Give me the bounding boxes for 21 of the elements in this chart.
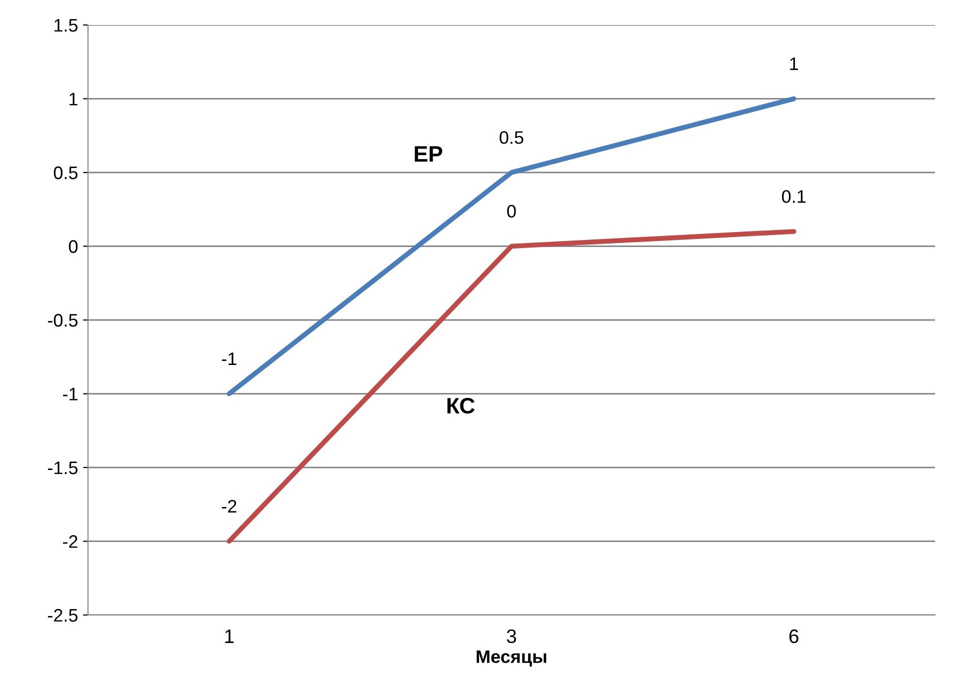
y-tick-label: 1.5 — [54, 19, 78, 32]
text: ЕР — [414, 146, 442, 162]
y-tick-label: -2.5 — [48, 608, 78, 622]
data-label: 0.5 — [500, 131, 524, 144]
data-label: -2 — [222, 500, 236, 513]
x-tick-label: 1 — [225, 630, 234, 643]
x-tick-label: 6 — [789, 629, 798, 644]
data-label: -1 — [222, 352, 236, 366]
data-label: 0 — [507, 204, 516, 218]
x-tick-label: 3 — [506, 629, 516, 644]
y-tick-label: -1 — [63, 388, 78, 400]
x-axis-title: Месяцы — [476, 650, 546, 666]
data-label: 0.1 — [782, 190, 806, 203]
y-tick-label: -1.5 — [48, 462, 78, 474]
y-tick-label: 0.5 — [54, 166, 78, 180]
y-tick-label: -2 — [63, 535, 78, 548]
y-tick-label: 1 — [70, 92, 78, 106]
data-label: 1 — [790, 58, 798, 70]
y-tick-label: 0 — [68, 240, 78, 253]
y-tick-label: -0.5 — [48, 314, 78, 327]
text: КС — [447, 398, 475, 414]
